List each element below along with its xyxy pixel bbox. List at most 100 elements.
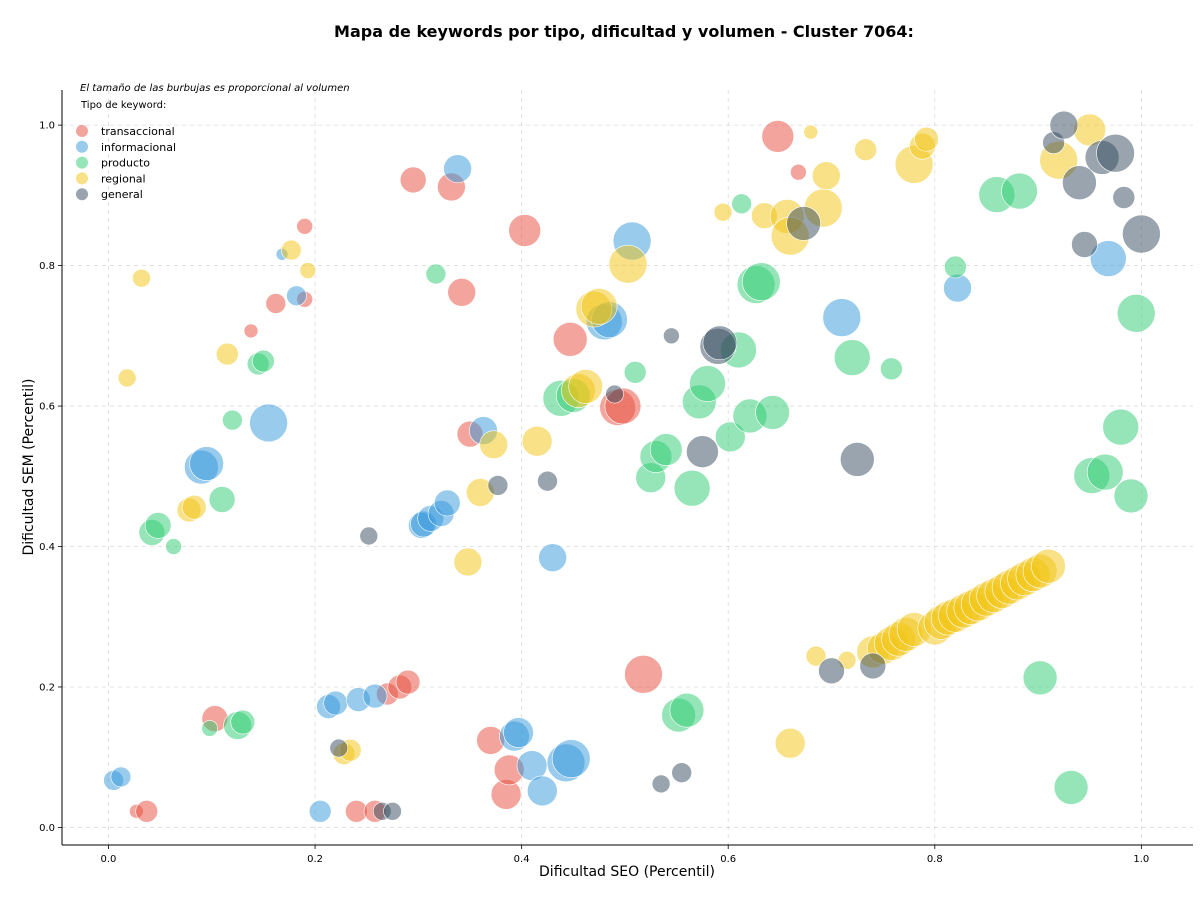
bubble-informacional xyxy=(323,690,349,716)
bubble-general xyxy=(702,325,738,361)
bubble-transaccional xyxy=(243,323,259,339)
bubble-transaccional xyxy=(552,321,588,357)
legend-label: producto xyxy=(101,157,150,170)
x-tick-label: 0.8 xyxy=(927,854,943,865)
series-general xyxy=(329,110,1161,821)
axes xyxy=(61,90,1193,846)
x-axis-title: Dificultad SEO (Percentil) xyxy=(539,864,715,880)
y-tick-label: 0.4 xyxy=(39,542,55,553)
bubble-producto xyxy=(755,395,790,430)
bubble-producto xyxy=(252,349,275,373)
legend-item-producto: producto xyxy=(76,156,150,170)
bubble-regional xyxy=(805,645,827,667)
legend-label: general xyxy=(101,188,143,201)
x-tick-label: 1.0 xyxy=(1133,854,1149,865)
bubble-producto xyxy=(1001,172,1038,210)
bubble-producto xyxy=(741,262,781,302)
bubble-transaccional xyxy=(508,214,542,247)
bubble-transaccional xyxy=(624,654,663,694)
bubble-regional xyxy=(479,430,509,460)
grid xyxy=(62,90,1193,845)
bubble-regional xyxy=(914,126,939,152)
bubble-producto xyxy=(1116,293,1156,333)
bubble-regional xyxy=(1031,548,1066,584)
bubble-informacional xyxy=(433,489,461,517)
bubble-informacional xyxy=(110,766,132,788)
bubble-general xyxy=(839,442,875,477)
bubble-general xyxy=(671,762,693,784)
bubble-producto xyxy=(222,409,243,431)
y-tick-label: 0.8 xyxy=(39,261,55,272)
bubble-producto xyxy=(714,421,746,453)
x-tick-label: 0.4 xyxy=(514,854,530,865)
x-tick-label: 0.0 xyxy=(101,854,117,865)
ticks: 0.0 0.2 0.4 0.6 0.8 1.0 0.0 0.2 0.4 0.6 0.8 1.0 xyxy=(39,121,1149,865)
bubble-regional xyxy=(774,727,806,759)
bubble-producto xyxy=(425,263,447,285)
bubble-regional xyxy=(132,268,151,288)
bubble-transaccional xyxy=(447,277,477,307)
bubble-general xyxy=(1071,231,1098,258)
bubble-producto xyxy=(201,720,218,737)
bubble-producto xyxy=(669,692,705,728)
bubble-producto xyxy=(208,486,236,513)
bubble-general xyxy=(329,738,349,758)
bubble-regional xyxy=(117,368,137,388)
bubble-informacional xyxy=(551,739,591,778)
legend-item-regional: regional xyxy=(76,172,146,185)
bubble-producto xyxy=(1102,408,1139,446)
bubble-regional xyxy=(608,244,648,284)
bubble-general xyxy=(383,801,402,821)
x-tick-label: 0.6 xyxy=(720,854,736,865)
bubble-regional xyxy=(803,124,819,140)
bubble-size-note: El tamaño de las burbujas es proporciona… xyxy=(80,83,350,94)
bubble-transaccional xyxy=(790,163,807,181)
legend-title: Tipo de keyword: xyxy=(80,100,166,111)
bubble-regional xyxy=(854,138,877,161)
bubble-informacional xyxy=(286,285,307,307)
y-tick-label: 0.0 xyxy=(39,823,55,834)
legend-item-transaccional: transaccional xyxy=(76,125,175,138)
bubble-general xyxy=(1122,214,1161,254)
legend-item-informacional: informacional xyxy=(76,140,176,154)
bubble-producto xyxy=(731,193,752,215)
bubble-general xyxy=(663,327,680,345)
bubble-informacional xyxy=(526,775,558,807)
bubble-informacional xyxy=(362,683,388,709)
bubble-informacional xyxy=(1090,240,1127,277)
bubble-informacional xyxy=(443,154,472,183)
bubble-regional xyxy=(568,369,604,404)
chart-title: Mapa de keywords por tipo, dificultad y … xyxy=(334,22,914,41)
bubble-general xyxy=(651,774,671,794)
legend-label: informacional xyxy=(101,141,176,154)
bubble-producto xyxy=(1086,453,1124,491)
bubble-general xyxy=(487,475,509,496)
bubble-informacional xyxy=(538,543,567,573)
bubble-producto xyxy=(1053,770,1089,805)
bubble-transaccional xyxy=(761,120,795,153)
x-tick-label: 0.2 xyxy=(307,854,323,865)
y-tick-label: 0.2 xyxy=(39,682,55,693)
bubble-regional xyxy=(713,202,733,222)
bubble-transaccional xyxy=(265,293,287,314)
bubble-producto xyxy=(1022,660,1058,696)
legend-marker xyxy=(76,156,88,169)
bubble-layer xyxy=(103,110,1161,823)
bubble-producto xyxy=(165,538,182,555)
bubble-producto xyxy=(833,339,871,376)
bubble-producto xyxy=(689,365,726,402)
bubble-general xyxy=(818,657,845,685)
y-axis-title: Dificultad SEM (Percentil) xyxy=(21,379,37,556)
bubble-regional xyxy=(580,287,618,325)
bubble-general xyxy=(786,206,821,241)
bubble-general xyxy=(1049,110,1079,140)
bubble-producto xyxy=(144,512,172,539)
bubble-producto xyxy=(944,255,967,279)
bubble-general xyxy=(537,470,558,492)
bubble-informacional xyxy=(249,403,288,443)
bubble-general xyxy=(605,384,624,404)
legend-marker xyxy=(76,125,88,137)
bubble-producto xyxy=(1113,478,1149,514)
